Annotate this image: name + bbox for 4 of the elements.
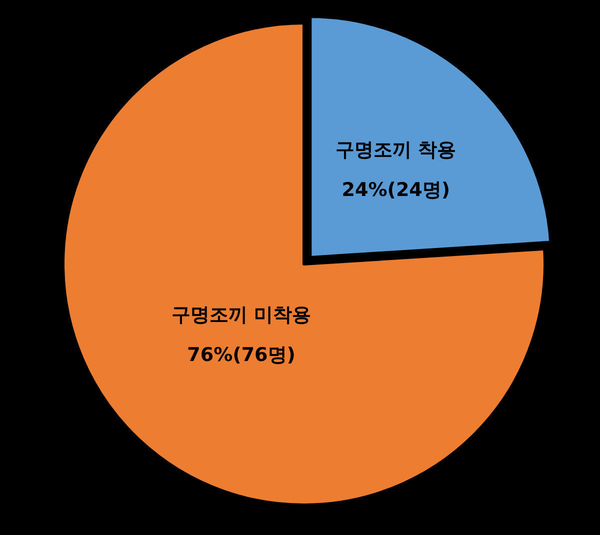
slice-label: 구명조끼 미착용 <box>171 304 312 326</box>
data-label: 76%(76명) <box>187 344 296 366</box>
slice-label: 구명조끼 착용 <box>336 139 456 162</box>
data-label: 24%(24명) <box>342 179 450 202</box>
